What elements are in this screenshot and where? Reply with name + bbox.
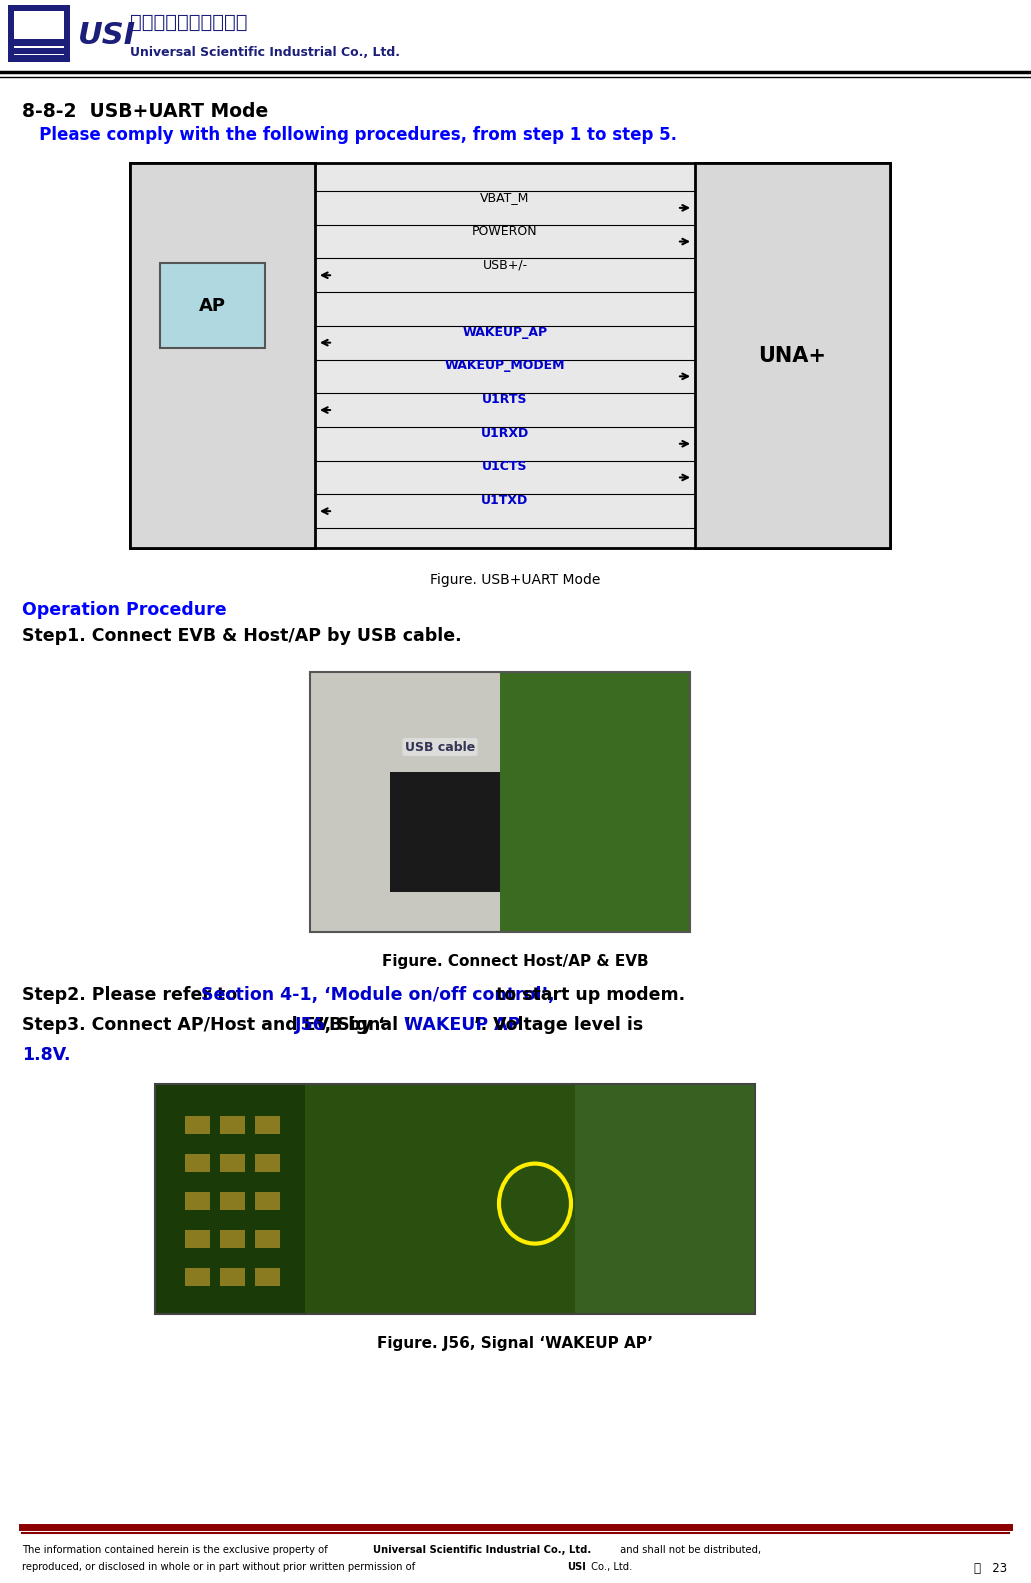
Text: USB cable: USB cable: [405, 741, 475, 754]
Bar: [310, 673, 690, 932]
Text: USB+/-: USB+/-: [483, 258, 528, 271]
Bar: [220, 1268, 245, 1285]
Text: ’. Voltage level is: ’. Voltage level is: [474, 1016, 643, 1034]
Text: VBAT_M: VBAT_M: [480, 192, 530, 204]
Text: Universal Scientific Industrial Co., Ltd.: Universal Scientific Industrial Co., Ltd…: [130, 46, 400, 59]
Bar: [160, 263, 265, 348]
Bar: [14, 47, 64, 54]
Bar: [14, 11, 64, 55]
Text: 8-8-2  USB+UART Mode: 8-8-2 USB+UART Mode: [22, 101, 268, 120]
Bar: [14, 55, 64, 62]
Text: J56: J56: [295, 1016, 326, 1034]
Bar: [185, 1268, 210, 1285]
Text: 環隆電氣股份有限公司: 環隆電氣股份有限公司: [130, 13, 247, 32]
Bar: [220, 1230, 245, 1247]
Text: Step3. Connect AP/Host and EVB by ‘: Step3. Connect AP/Host and EVB by ‘: [22, 1016, 385, 1034]
Text: The information contained herein is the exclusive property of: The information contained herein is the …: [22, 1545, 331, 1555]
Text: AP: AP: [199, 296, 226, 315]
Bar: [185, 1116, 210, 1133]
Text: USI: USI: [567, 1562, 586, 1572]
Bar: [130, 163, 890, 548]
Text: to start up modem.: to start up modem.: [490, 986, 686, 1004]
Text: Figure. J56, Signal ‘WAKEUP AP’: Figure. J56, Signal ‘WAKEUP AP’: [377, 1336, 653, 1350]
Bar: [185, 1154, 210, 1171]
Text: U1TXD: U1TXD: [481, 494, 529, 507]
Bar: [14, 40, 64, 46]
Text: and shall not be distributed,: and shall not be distributed,: [617, 1545, 761, 1555]
Text: U1CTS: U1CTS: [483, 461, 528, 473]
Text: WAKEUP_MODEM: WAKEUP_MODEM: [444, 359, 565, 372]
Bar: [155, 1084, 755, 1314]
Text: Co., Ltd.: Co., Ltd.: [588, 1562, 632, 1572]
Bar: [695, 163, 890, 548]
Text: ’, Signal ‘: ’, Signal ‘: [319, 1016, 411, 1034]
Text: Please comply with the following procedures, from step 1 to step 5.: Please comply with the following procedu…: [22, 127, 677, 144]
Text: WAKEUP AP: WAKEUP AP: [404, 1016, 521, 1034]
Text: 1.8V.: 1.8V.: [22, 1046, 70, 1064]
Bar: [220, 1154, 245, 1171]
Bar: [155, 1084, 305, 1314]
Bar: [155, 1084, 755, 1314]
Text: Figure. USB+UART Mode: Figure. USB+UART Mode: [430, 573, 600, 587]
Text: UNA+: UNA+: [759, 345, 827, 366]
Bar: [575, 1084, 755, 1314]
Bar: [220, 1192, 245, 1209]
Text: Operation Procedure: Operation Procedure: [22, 602, 227, 619]
Bar: [255, 1116, 280, 1133]
Text: POWERON: POWERON: [472, 225, 538, 237]
Bar: [185, 1230, 210, 1247]
Bar: [8, 5, 290, 68]
Bar: [500, 673, 690, 932]
Bar: [130, 163, 315, 548]
Text: USI: USI: [78, 21, 136, 49]
Text: reproduced, or disclosed in whole or in part without prior written permission of: reproduced, or disclosed in whole or in …: [22, 1562, 419, 1572]
Bar: [310, 673, 500, 932]
Bar: [255, 1268, 280, 1285]
Bar: [390, 773, 500, 891]
Text: 頁   23: 頁 23: [974, 1562, 1007, 1575]
Text: U1RXD: U1RXD: [480, 427, 529, 440]
Bar: [185, 1192, 210, 1209]
Text: Step1. Connect EVB & Host/AP by USB cable.: Step1. Connect EVB & Host/AP by USB cabl…: [22, 627, 462, 644]
Bar: [255, 1154, 280, 1171]
Text: U1RTS: U1RTS: [483, 393, 528, 407]
Text: Figure. Connect Host/AP & EVB: Figure. Connect Host/AP & EVB: [381, 955, 648, 969]
Bar: [220, 1116, 245, 1133]
Bar: [255, 1230, 280, 1247]
Text: Universal Scientific Industrial Co., Ltd.: Universal Scientific Industrial Co., Ltd…: [373, 1545, 591, 1555]
Bar: [255, 1192, 280, 1209]
Text: Section 4-1, ‘Module on/off control’,: Section 4-1, ‘Module on/off control’,: [201, 986, 555, 1004]
Bar: [8, 5, 70, 62]
Text: WAKEUP_AP: WAKEUP_AP: [463, 326, 547, 339]
Text: Step2. Please refer to: Step2. Please refer to: [22, 986, 243, 1004]
